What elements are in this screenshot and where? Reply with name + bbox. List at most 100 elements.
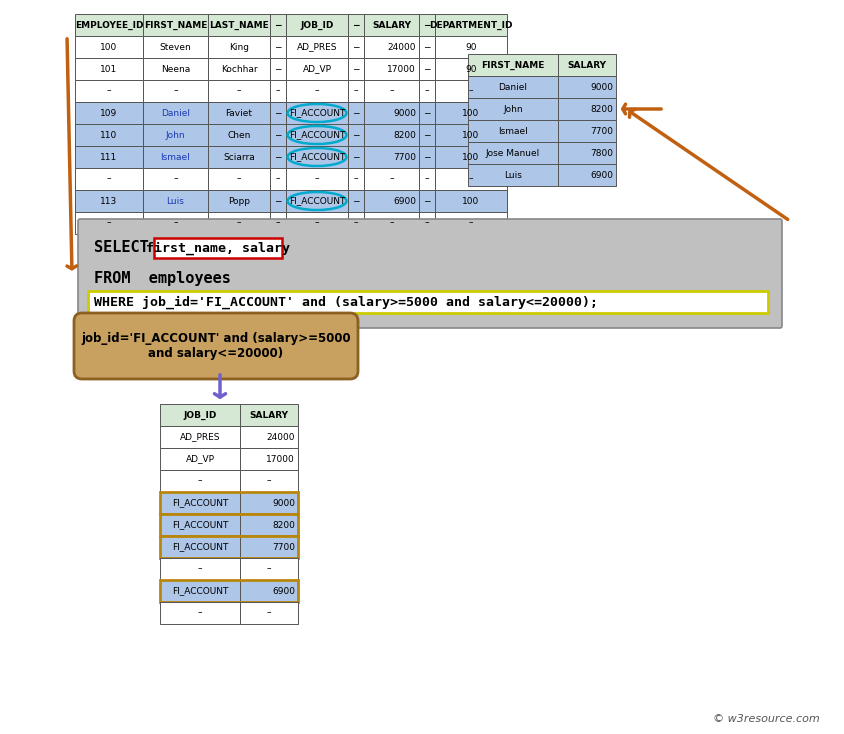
Text: −: − bbox=[423, 21, 430, 29]
Bar bbox=[348, 212, 364, 234]
Text: 8200: 8200 bbox=[393, 131, 416, 139]
Bar bbox=[160, 470, 240, 492]
Bar bbox=[348, 102, 364, 124]
Text: LAST_NAME: LAST_NAME bbox=[209, 21, 269, 29]
Text: Kochhar: Kochhar bbox=[220, 65, 257, 73]
Bar bbox=[160, 558, 240, 580]
Text: –: – bbox=[173, 175, 178, 184]
Bar bbox=[160, 580, 240, 602]
Bar bbox=[270, 58, 286, 80]
Text: 6900: 6900 bbox=[272, 586, 295, 595]
Bar bbox=[270, 80, 286, 102]
Bar bbox=[558, 98, 616, 120]
Text: −: − bbox=[352, 197, 360, 206]
Text: AD_PRES: AD_PRES bbox=[297, 43, 338, 51]
Bar bbox=[75, 190, 143, 212]
Bar bbox=[208, 58, 270, 80]
Bar bbox=[160, 514, 298, 536]
Text: 110: 110 bbox=[100, 131, 117, 139]
Bar bbox=[348, 168, 364, 190]
Bar bbox=[240, 492, 298, 514]
Bar bbox=[468, 98, 558, 120]
Text: −: − bbox=[352, 65, 360, 73]
Bar bbox=[208, 14, 270, 36]
Bar bbox=[240, 426, 298, 448]
Text: –: – bbox=[468, 219, 473, 228]
Bar bbox=[143, 168, 208, 190]
Bar bbox=[75, 124, 143, 146]
Bar bbox=[160, 448, 240, 470]
Text: 8200: 8200 bbox=[590, 104, 613, 114]
Bar bbox=[364, 124, 419, 146]
Text: JOB_ID: JOB_ID bbox=[300, 21, 333, 29]
Text: 100: 100 bbox=[463, 109, 479, 117]
Bar bbox=[208, 124, 270, 146]
Bar bbox=[558, 142, 616, 164]
Bar bbox=[75, 168, 143, 190]
Text: job_id='FI_ACCOUNT' and (salary>=5000
and salary<=20000): job_id='FI_ACCOUNT' and (salary>=5000 an… bbox=[81, 332, 351, 360]
Bar bbox=[419, 124, 435, 146]
Bar bbox=[348, 80, 364, 102]
Text: FI_ACCOUNT: FI_ACCOUNT bbox=[172, 520, 228, 529]
Text: −: − bbox=[274, 131, 282, 139]
Bar bbox=[143, 102, 208, 124]
Text: –: – bbox=[315, 219, 319, 228]
Bar bbox=[240, 536, 298, 558]
Text: AD_VP: AD_VP bbox=[302, 65, 332, 73]
Text: –: – bbox=[197, 476, 203, 485]
Text: FI_ACCOUNT: FI_ACCOUNT bbox=[289, 131, 345, 139]
Text: JOB_ID: JOB_ID bbox=[183, 410, 217, 420]
Bar bbox=[286, 168, 348, 190]
Text: –: – bbox=[276, 87, 280, 95]
Text: –: – bbox=[267, 476, 271, 485]
Bar bbox=[419, 80, 435, 102]
Bar bbox=[270, 212, 286, 234]
Text: FI_ACCOUNT: FI_ACCOUNT bbox=[172, 498, 228, 507]
Text: –: – bbox=[267, 608, 271, 617]
Bar bbox=[154, 238, 282, 258]
Text: 111: 111 bbox=[100, 153, 117, 161]
Bar bbox=[75, 14, 143, 36]
Bar bbox=[419, 212, 435, 234]
Bar bbox=[75, 36, 143, 58]
Text: WHERE job_id='FI_ACCOUNT' and (salary>=5000 and salary<=20000);: WHERE job_id='FI_ACCOUNT' and (salary>=5… bbox=[94, 295, 598, 309]
Text: SALARY: SALARY bbox=[567, 60, 607, 70]
Bar bbox=[364, 80, 419, 102]
Bar bbox=[364, 168, 419, 190]
Bar bbox=[364, 212, 419, 234]
Bar bbox=[468, 142, 558, 164]
Text: AD_PRES: AD_PRES bbox=[180, 432, 220, 441]
Text: −: − bbox=[352, 109, 360, 117]
Bar bbox=[240, 470, 298, 492]
Text: Luis: Luis bbox=[504, 170, 522, 180]
Text: −: − bbox=[423, 43, 430, 51]
Bar bbox=[143, 14, 208, 36]
Text: −: − bbox=[352, 131, 360, 139]
Text: −: − bbox=[274, 153, 282, 161]
Text: Sciarra: Sciarra bbox=[223, 153, 255, 161]
Text: Daniel: Daniel bbox=[499, 82, 528, 92]
Text: –: – bbox=[106, 219, 111, 228]
Bar bbox=[364, 102, 419, 124]
Bar bbox=[435, 14, 507, 36]
Text: Jose Manuel: Jose Manuel bbox=[486, 148, 540, 158]
Text: 100: 100 bbox=[463, 131, 479, 139]
Text: −: − bbox=[274, 43, 282, 51]
Text: FI_ACCOUNT: FI_ACCOUNT bbox=[172, 586, 228, 595]
Text: EMPLOYEE_ID: EMPLOYEE_ID bbox=[75, 21, 143, 29]
Bar bbox=[558, 54, 616, 76]
Text: SALARY: SALARY bbox=[250, 410, 289, 420]
Text: −: − bbox=[423, 153, 430, 161]
Text: –: – bbox=[197, 564, 203, 573]
Bar bbox=[435, 102, 507, 124]
Text: FIRST_NAME: FIRST_NAME bbox=[143, 21, 207, 29]
Text: FIRST_NAME: FIRST_NAME bbox=[481, 60, 544, 70]
Bar bbox=[286, 124, 348, 146]
Bar bbox=[270, 190, 286, 212]
Bar bbox=[348, 146, 364, 168]
Text: 17000: 17000 bbox=[266, 454, 295, 463]
Bar bbox=[348, 124, 364, 146]
Text: 113: 113 bbox=[100, 197, 117, 206]
Text: −: − bbox=[423, 197, 430, 206]
Bar bbox=[435, 190, 507, 212]
